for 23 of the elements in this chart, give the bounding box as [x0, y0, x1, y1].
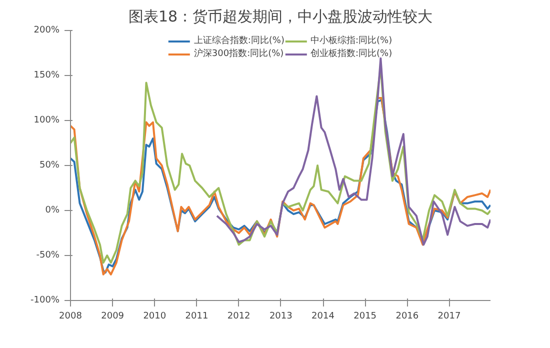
x-tick-label: 2008: [59, 312, 82, 322]
x-tick-label: 2011: [185, 312, 208, 322]
y-tick-label: 200%: [34, 26, 60, 36]
y-tick-label: -50%: [36, 250, 60, 260]
chart-title: 图表18：货币超发期间，中小盘股波动性较大: [128, 8, 433, 26]
y-tick-label: 0%: [45, 206, 60, 216]
legend-label: 创业板指数:同比(%): [310, 48, 392, 60]
x-tick-label: 2012: [227, 312, 250, 322]
x-tick-label: 2015: [354, 312, 377, 322]
y-tick-label: 50%: [39, 160, 60, 170]
line-series: [216, 57, 490, 246]
y-tick-label: -100%: [30, 296, 60, 306]
legend-label: 沪深300指数:同比(%): [194, 48, 284, 60]
x-tick-label: 2009: [101, 312, 124, 322]
x-tick-label: 2014: [312, 312, 335, 322]
legend-label: 中小板综指:同比(%): [310, 34, 392, 47]
x-tick-label: 2017: [438, 312, 461, 322]
y-tick-label: 100%: [34, 116, 60, 126]
y-tick-label: 150%: [34, 70, 60, 80]
x-tick-label: 2016: [396, 312, 419, 322]
x-tick-label: 2013: [269, 312, 292, 322]
x-tick-label: 2010: [143, 312, 166, 322]
legend-label: 上证综合指数:同比(%): [194, 34, 284, 47]
